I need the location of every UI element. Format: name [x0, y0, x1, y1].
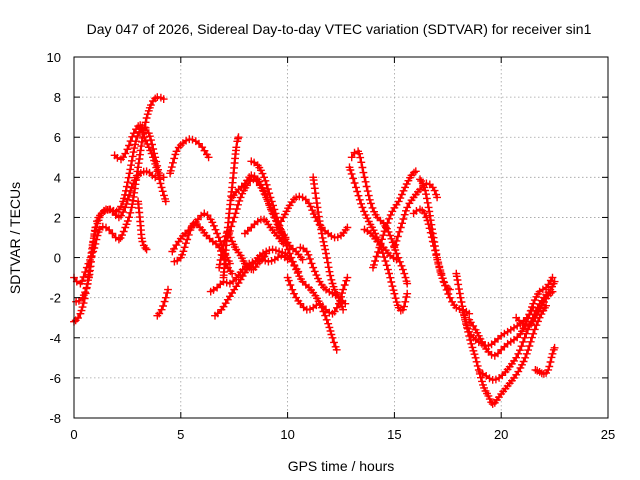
x-tick-label: 15 [387, 427, 401, 442]
series-arc-30 [458, 301, 550, 408]
data-point-markers [309, 173, 347, 314]
y-tick-label: 8 [54, 90, 61, 105]
y-tick-label: 6 [54, 130, 61, 145]
data-point-markers [347, 147, 412, 288]
data-point-markers [531, 343, 559, 378]
x-tick-label: 5 [177, 427, 184, 442]
data-point-markers [70, 167, 168, 326]
data-point-markers [345, 163, 412, 315]
data-point-markers [223, 175, 290, 242]
data-series [70, 93, 559, 408]
series-line [243, 218, 285, 245]
y-tick-label: -6 [49, 371, 61, 386]
data-point-markers [134, 197, 151, 254]
series-arc-21 [309, 173, 347, 314]
series-arc-14 [223, 175, 290, 242]
series-arc-5 [134, 197, 151, 254]
series-arc-6 [153, 285, 172, 320]
y-tick-label: 10 [47, 50, 61, 65]
series-arc-4 [110, 121, 170, 206]
series-line [72, 96, 165, 285]
x-tick-label: 10 [280, 427, 294, 442]
series-arc-34 [531, 343, 559, 378]
data-point-markers [465, 273, 557, 360]
data-point-markers [360, 225, 401, 264]
y-tick-label: 2 [54, 210, 61, 225]
series-arc-33 [512, 287, 557, 330]
series-line [213, 248, 300, 317]
x-axis-label: GPS time / hours [288, 458, 395, 474]
y-tick-label: -8 [49, 411, 61, 426]
data-point-markers [166, 135, 213, 178]
x-tick-label: 25 [601, 427, 615, 442]
data-point-markers [153, 285, 172, 320]
series-arc-25 [369, 167, 420, 272]
y-axis-ticks: -8 -6 -4 -2 0 2 4 6 8 10 [47, 50, 608, 426]
y-tick-label: -2 [49, 291, 61, 306]
y-axis-label: SDTVAR / TECUs [7, 182, 23, 294]
y-tick-label: 0 [54, 251, 61, 266]
y-tick-label: 4 [54, 170, 61, 185]
x-tick-label: 20 [494, 427, 508, 442]
data-point-markers [110, 121, 170, 206]
chart-title: Day 047 of 2026, Sidereal Day-to-day VTE… [87, 21, 592, 37]
series-arc-17 [247, 157, 341, 354]
data-point-markers [458, 301, 550, 408]
data-point-markers [247, 157, 341, 354]
series-arc-3 [72, 123, 164, 306]
x-tick-label: 0 [70, 427, 77, 442]
series-arc-7 [166, 135, 213, 178]
x-axis-ticks: 0 5 10 15 20 25 [70, 57, 615, 442]
data-point-markers [369, 167, 420, 272]
data-point-markers [512, 287, 557, 330]
series-line [418, 178, 451, 291]
series-arc-22 [347, 147, 412, 288]
y-tick-label: -4 [49, 331, 61, 346]
series-arc-31 [465, 273, 557, 360]
plot-frame [73, 56, 609, 419]
series-arc-1 [70, 167, 168, 326]
